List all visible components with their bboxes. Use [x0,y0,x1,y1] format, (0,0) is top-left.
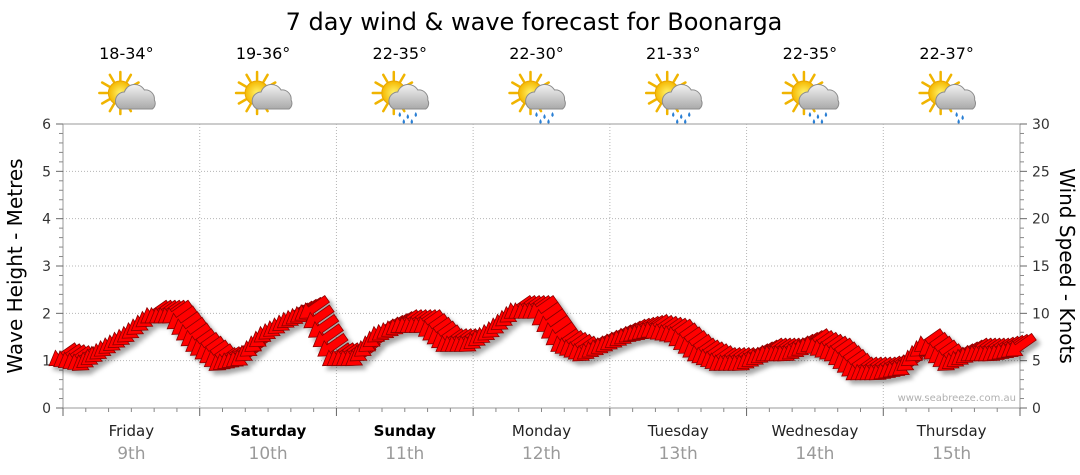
temperature-label: 22-35° [783,44,838,63]
right-tick-label: 15 [1032,259,1050,275]
partly-cloudy-icon [98,70,156,116]
left-axis: 0 1 2 3 4 5 6 [42,117,63,417]
day-date-label: 14th [795,444,834,464]
left-tick-label: 1 [42,354,51,370]
left-axis-title: Wave Height - Metres [3,158,27,373]
day-date-label: 12th [522,444,561,464]
left-tick-label: 6 [42,117,51,133]
left-tick-label: 2 [42,306,51,322]
right-axis-title: Wind Speed - Knots [1055,168,1079,364]
temperature-label: 22-35° [373,44,428,63]
right-tick-label: 30 [1032,117,1050,133]
day-name-label: Monday [512,422,571,440]
day-date-label: 15th [932,444,971,464]
temperature-label: 18-34° [99,44,154,63]
day-name-label: Sunday [374,422,437,440]
credit-text: www.seabreeze.com.au [898,393,1016,404]
partly-cloudy-icon [234,70,293,116]
weather-row: 18-34° 19-36° 22-35° 22-30° 21-33° 22-35° 22-3… [98,44,976,124]
right-axis: 0 5 10 15 20 25 30 [1020,117,1050,417]
day-name-label: Wednesday [772,422,859,440]
temperature-label: 22-30° [509,44,564,63]
chart-title: 7 day wind & wave forecast for Boonarga [286,8,783,36]
day-name-label: Tuesday [647,422,709,440]
right-tick-label: 0 [1032,401,1041,417]
showers-icon [371,70,430,124]
right-tick-label: 10 [1032,306,1050,322]
showers-icon [644,70,703,124]
day-date-label: 11th [385,444,424,464]
day-name-label: Saturday [230,422,307,440]
day-date-label: 10th [249,444,288,464]
light-showers-icon [918,70,976,124]
day-name-label: Thursday [916,422,987,440]
day-date-label: 13th [659,444,698,464]
right-tick-label: 20 [1032,212,1050,228]
day-name-label: Friday [109,422,155,440]
right-tick-label: 25 [1032,164,1050,180]
wind-arrows [48,294,1037,381]
day-date-label: 9th [117,444,145,464]
temperature-label: 19-36° [236,44,291,63]
left-tick-label: 0 [42,401,51,417]
temperature-label: 21-33° [646,44,701,63]
showers-icon [508,70,566,124]
temperature-label: 22-37° [919,44,974,63]
day-labels: Friday 9th Saturday 10th Sunday 11th Monday 12t… [62,408,1021,464]
wind-arrow [1005,332,1037,357]
left-tick-label: 5 [42,164,51,180]
left-tick-label: 3 [42,259,51,275]
showers-icon [781,70,840,124]
left-tick-label: 4 [42,212,51,228]
right-tick-label: 5 [1032,354,1041,370]
